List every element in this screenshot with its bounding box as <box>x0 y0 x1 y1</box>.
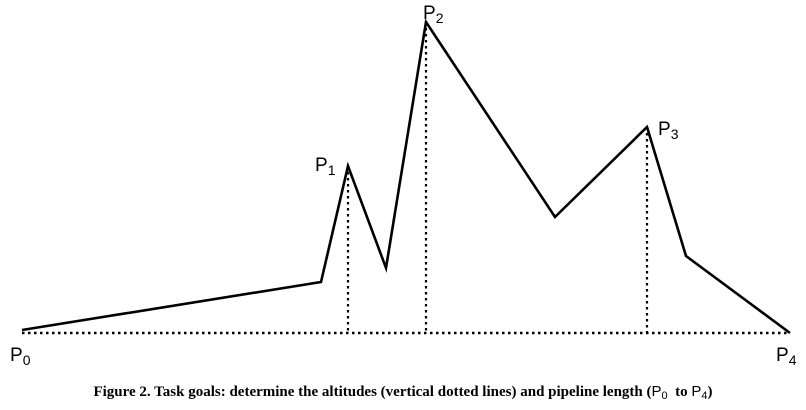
caption-text: Figure 2. Task goals: determine the alti… <box>93 384 652 400</box>
label-p4: P4 <box>776 345 797 368</box>
label-p1: P1 <box>315 155 336 178</box>
caption-middle: to <box>667 384 692 400</box>
caption-end: ) <box>707 384 713 400</box>
caption-to-sub: 4 <box>701 390 708 402</box>
caption-from-sub: 0 <box>661 390 668 402</box>
pipeline-profile <box>21 18 791 335</box>
figure-caption: Figure 2. Task goals: determine the alti… <box>0 383 806 402</box>
caption-to-base: P <box>691 383 702 400</box>
label-p2: P2 <box>423 3 444 26</box>
caption-from-base: P <box>651 383 662 400</box>
label-p3: P3 <box>658 119 679 142</box>
label-p0: P0 <box>10 345 31 368</box>
